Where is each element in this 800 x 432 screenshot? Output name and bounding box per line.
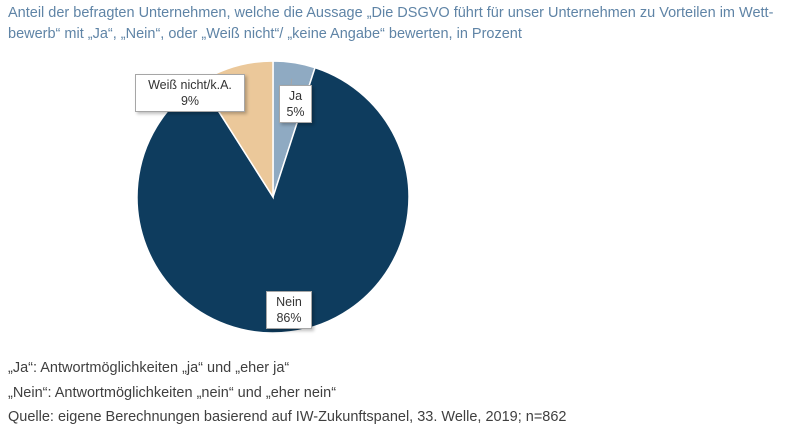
label-ja-name: Ja: [288, 89, 303, 103]
footnote-ja: „Ja“: Antwortmöglichkeiten „ja“ und „ehe…: [8, 360, 290, 376]
label-nein: Nein 86%: [266, 291, 312, 329]
leader-line-ja: [290, 78, 293, 87]
label-nein-value: 86%: [276, 311, 302, 325]
footnote-source: Quelle: eigene Berechnungen basierend au…: [8, 409, 567, 425]
label-ja-value: 5%: [286, 105, 305, 119]
pie-slice-nein: [136, 66, 410, 334]
label-weiss-nicht-value: 9%: [180, 94, 200, 108]
label-nein-name: Nein: [276, 295, 302, 309]
label-weiss-nicht: Weiß nicht/k.A. 9%: [135, 74, 245, 112]
label-ja: Ja 5%: [279, 85, 312, 123]
chart-title: Anteil der befragten Unternehmen, welche…: [8, 5, 774, 42]
label-weiss-nicht-name: Weiß nicht/k.A.: [148, 78, 232, 92]
footnote-nein: „Nein“: Antwortmöglichkeiten „nein“ und …: [8, 385, 337, 401]
